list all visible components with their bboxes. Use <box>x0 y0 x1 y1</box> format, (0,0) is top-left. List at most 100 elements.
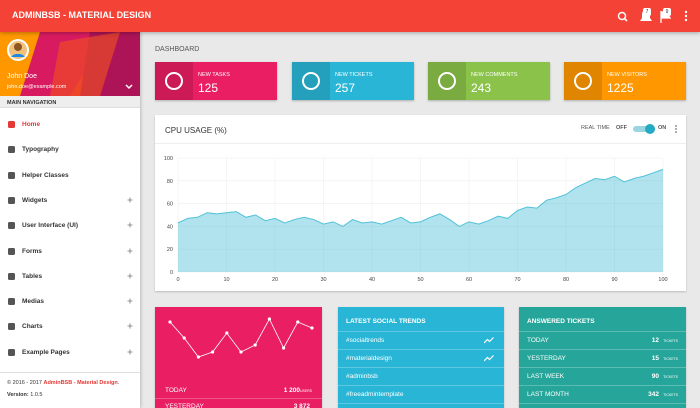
y-tick-label: 20 <box>167 247 173 253</box>
toggle[interactable] <box>631 123 659 135</box>
expand-icon[interactable] <box>127 197 133 203</box>
expand-icon[interactable] <box>127 273 133 279</box>
version-label: Version: <box>7 392 29 398</box>
trend-tag[interactable]: #socialtrends <box>346 337 385 344</box>
top-bar: ADMINBSB - MATERIAL DESIGN 7 9 <box>0 0 700 32</box>
nav-item[interactable]: Home <box>22 121 41 128</box>
card-menu[interactable] <box>673 124 679 134</box>
y-tick-label: 100 <box>164 156 173 162</box>
trend-tag[interactable]: #freeadmintemplate <box>346 391 404 398</box>
point <box>267 317 271 321</box>
expand-icon[interactable] <box>127 349 133 355</box>
expand-icon[interactable] <box>127 323 133 329</box>
nav-icon <box>8 146 15 154</box>
info-box[interactable]: NEW TASKS 125 <box>155 62 277 100</box>
icon-shape <box>8 298 15 306</box>
version: Version: 1.0.5 <box>7 392 42 398</box>
nav-item[interactable]: Tables <box>22 272 43 280</box>
trend-arrow <box>484 355 494 362</box>
y-tick-label: 60 <box>167 202 173 208</box>
divider <box>519 385 686 386</box>
search-icon[interactable] <box>617 11 627 21</box>
copyright-end: . <box>117 380 120 386</box>
divider <box>519 403 686 404</box>
icon-shape <box>8 171 15 179</box>
divider <box>0 372 140 373</box>
icon-shape <box>165 72 183 90</box>
plus <box>127 197 133 203</box>
trend-tag[interactable]: #adminbsb <box>346 373 378 380</box>
box-label: NEW TASKS <box>198 72 230 78</box>
series-line <box>177 168 664 227</box>
icon-shape <box>8 247 15 255</box>
icon-area <box>428 62 466 100</box>
row-label: TODAY <box>165 387 187 394</box>
x-tick-label: 40 <box>369 277 375 283</box>
box-label: NEW COMMENTS <box>471 72 518 78</box>
icon-shape <box>8 146 15 154</box>
info-box[interactable]: NEW TICKETS 257 <box>292 62 414 100</box>
tickets-card: ANSWERED TICKETS TODAY 12 TICKETS YESTERDAY… <box>519 307 686 408</box>
nav-heading: MAIN NAVIGATION <box>7 100 57 106</box>
icon-shape <box>438 72 456 90</box>
nav-item[interactable]: User Interface (UI) <box>22 222 78 230</box>
divider <box>519 331 686 332</box>
trend-tag[interactable]: #materialdesign <box>346 355 392 362</box>
row-value: 15 <box>651 355 659 362</box>
icon-shape <box>8 323 15 331</box>
icon-shape <box>8 121 15 128</box>
x-tick-label: 80 <box>563 277 569 283</box>
divider <box>519 349 686 350</box>
divider <box>338 403 504 404</box>
nav-item[interactable]: Typography <box>22 146 59 154</box>
x-tick-label: 90 <box>611 277 617 283</box>
nav-item[interactable]: Example Pages <box>22 348 70 356</box>
y-tick-label: 0 <box>170 270 173 276</box>
point <box>225 331 229 335</box>
x-tick-label: 100 <box>658 277 667 283</box>
point <box>168 320 172 324</box>
point <box>253 343 257 347</box>
info-box[interactable]: NEW VISITORS 1225 <box>564 62 686 100</box>
expand-icon[interactable] <box>127 298 133 304</box>
nav-icon <box>8 348 15 356</box>
box-icon <box>165 72 183 90</box>
icon-shape <box>8 272 15 280</box>
expand-icon[interactable] <box>127 222 133 228</box>
icon-shape <box>8 196 15 204</box>
point <box>211 350 215 354</box>
header-icons <box>617 10 688 23</box>
plus <box>127 222 133 228</box>
sparkline <box>168 317 314 359</box>
x-tick-label: 10 <box>223 277 229 283</box>
x-tick-label: 0 <box>176 277 179 283</box>
badge: 9 <box>663 8 671 16</box>
box-value: 243 <box>471 81 492 95</box>
users-card: TODAY 1 200 USERS YESTERDAY 3 872 <box>155 307 322 408</box>
info-box[interactable]: NEW COMMENTS 243 <box>428 62 550 100</box>
trend-icon <box>484 337 494 344</box>
nav-item[interactable]: Widgets <box>22 196 48 204</box>
box-icon <box>302 72 320 90</box>
icon-shape <box>574 72 592 90</box>
nav-item[interactable]: Helper Classes <box>22 171 69 179</box>
divider <box>155 143 686 144</box>
y-tick-label: 80 <box>167 179 173 185</box>
card-title: ANSWERED TICKETS <box>527 318 595 325</box>
nav-icon <box>8 323 15 331</box>
row-label: YESTERDAY <box>527 355 566 362</box>
nav-item[interactable]: Forms <box>22 247 42 255</box>
nav-item[interactable]: Medias <box>22 298 45 306</box>
box-icon <box>574 72 592 90</box>
nav-item[interactable]: Charts <box>22 323 43 331</box>
brand[interactable]: AdminBSB - Material Design <box>43 380 118 386</box>
point <box>182 336 186 340</box>
row-value: 1 200 <box>283 387 300 394</box>
plus <box>127 323 133 329</box>
point <box>282 346 286 350</box>
box-label: NEW TICKETS <box>335 72 373 78</box>
app-title[interactable]: ADMINBSB - MATERIAL DESIGN <box>12 10 152 20</box>
expand-icon[interactable] <box>127 248 133 254</box>
icon-area <box>292 62 330 100</box>
